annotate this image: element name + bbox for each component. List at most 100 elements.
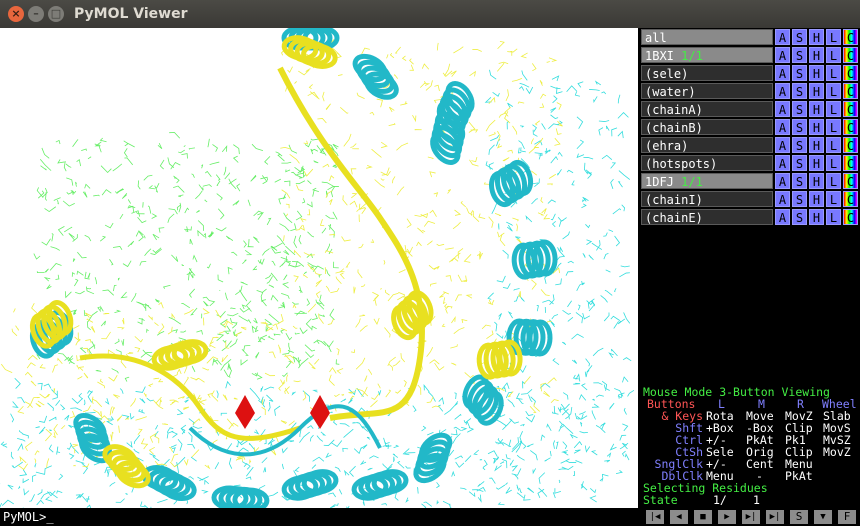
render-shape (229, 338, 238, 348)
viewport[interactable] (0, 28, 638, 508)
object-row[interactable]: (chainA) (641, 101, 773, 117)
object-button[interactable]: A (775, 83, 790, 99)
render-shape (78, 492, 84, 498)
command-line[interactable]: PyMOL>_ (3, 510, 54, 524)
object-button[interactable]: A (775, 137, 790, 153)
playback-button[interactable]: F (838, 510, 856, 524)
maximize-button[interactable]: □ (48, 6, 64, 22)
object-row[interactable]: (ehra) (641, 137, 773, 153)
object-button[interactable]: L (826, 173, 841, 189)
object-button[interactable]: L (826, 83, 841, 99)
object-button[interactable]: H (809, 83, 824, 99)
object-button[interactable]: S (792, 83, 807, 99)
object-button[interactable]: S (792, 191, 807, 207)
object-button[interactable]: A (775, 191, 790, 207)
render-shape (591, 242, 603, 250)
object-button[interactable]: A (775, 155, 790, 171)
object-button[interactable]: S (792, 47, 807, 63)
object-button[interactable]: L (826, 209, 841, 225)
object-button[interactable]: S (792, 65, 807, 81)
render-shape (355, 388, 369, 397)
object-button[interactable]: L (826, 137, 841, 153)
render-shape (152, 454, 160, 462)
mouse-cell: MovZ (785, 409, 813, 423)
render-shape (263, 467, 267, 473)
playback-button[interactable]: ◀ (670, 510, 688, 524)
object-row[interactable]: 1DFJ 1/1 (641, 173, 773, 189)
object-row[interactable]: (chainI) (641, 191, 773, 207)
object-button[interactable]: H (809, 47, 824, 63)
object-button[interactable]: H (809, 119, 824, 135)
object-button[interactable]: L (826, 191, 841, 207)
object-button[interactable]: C (843, 173, 858, 189)
object-button[interactable]: L (826, 65, 841, 81)
object-button[interactable]: L (826, 101, 841, 117)
object-row[interactable]: (chainE) (641, 209, 773, 225)
object-button[interactable]: H (809, 29, 824, 45)
object-button[interactable]: H (809, 191, 824, 207)
render-shape (559, 420, 563, 428)
object-button[interactable]: L (826, 29, 841, 45)
object-button[interactable]: L (826, 119, 841, 135)
object-button[interactable]: H (809, 209, 824, 225)
object-button[interactable]: S (792, 101, 807, 117)
object-button[interactable]: H (809, 137, 824, 153)
render-shape (255, 352, 260, 359)
render-shape (69, 410, 76, 419)
object-row[interactable]: 1BXI 1/1 (641, 47, 773, 63)
object-button[interactable]: A (775, 119, 790, 135)
object-button[interactable]: C (843, 47, 858, 63)
object-button[interactable]: H (809, 101, 824, 117)
object-row[interactable]: all (641, 29, 773, 45)
close-button[interactable]: × (8, 6, 24, 22)
object-button[interactable]: L (826, 155, 841, 171)
playback-button[interactable]: |◀ (646, 510, 664, 524)
object-button[interactable]: A (775, 101, 790, 117)
object-button[interactable]: S (792, 29, 807, 45)
object-button[interactable]: S (792, 155, 807, 171)
object-button[interactable]: C (843, 101, 858, 117)
object-button[interactable]: H (809, 173, 824, 189)
render-shape (507, 399, 515, 408)
object-button[interactable]: S (792, 173, 807, 189)
playback-button[interactable]: ■ (694, 510, 712, 524)
playback-button[interactable]: ▶| (766, 510, 784, 524)
render-shape (453, 46, 464, 54)
playback-button[interactable]: ▶| (742, 510, 760, 524)
object-row[interactable]: (chainB) (641, 119, 773, 135)
object-row[interactable]: (sele) (641, 65, 773, 81)
render-shape (444, 303, 448, 309)
state-label: State (643, 493, 678, 507)
object-button[interactable]: L (826, 47, 841, 63)
render-shape (295, 310, 305, 316)
object-button[interactable]: A (775, 173, 790, 189)
object-button[interactable]: A (775, 47, 790, 63)
object-button[interactable]: A (775, 65, 790, 81)
minimize-button[interactable]: – (28, 6, 44, 22)
object-row[interactable]: (hotspots) (641, 155, 773, 171)
render-shape (184, 399, 189, 403)
object-button[interactable]: A (775, 209, 790, 225)
object-button[interactable]: S (792, 209, 807, 225)
object-button[interactable]: C (843, 119, 858, 135)
object-row[interactable]: (water) (641, 83, 773, 99)
playback-button[interactable]: S (790, 510, 808, 524)
object-button[interactable]: C (843, 65, 858, 81)
render-shape (543, 214, 550, 220)
object-button[interactable]: C (843, 83, 858, 99)
render-shape (603, 312, 610, 322)
object-button[interactable]: C (843, 191, 858, 207)
playback-button[interactable]: ▼ (814, 510, 832, 524)
object-button[interactable]: C (843, 155, 858, 171)
object-button[interactable]: S (792, 137, 807, 153)
render-shape (138, 231, 144, 242)
playback-button[interactable]: ▶ (718, 510, 736, 524)
object-button[interactable]: H (809, 155, 824, 171)
object-button[interactable]: C (843, 209, 858, 225)
object-button[interactable]: H (809, 65, 824, 81)
object-button[interactable]: C (843, 137, 858, 153)
render-shape (170, 444, 177, 449)
object-button[interactable]: S (792, 119, 807, 135)
object-button[interactable]: C (843, 29, 858, 45)
object-button[interactable]: A (775, 29, 790, 45)
